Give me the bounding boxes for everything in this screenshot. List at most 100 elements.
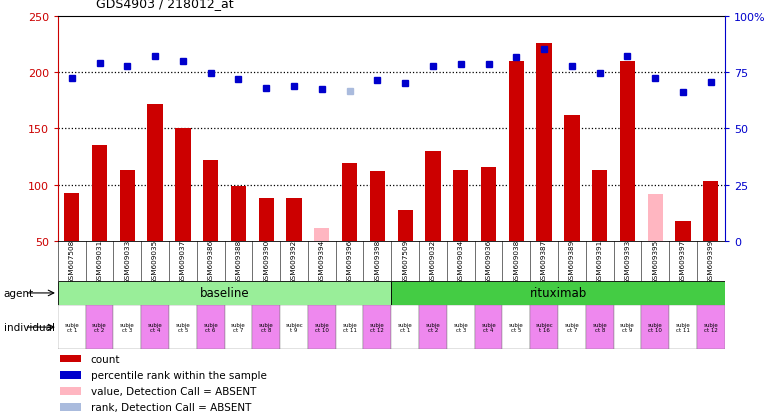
Bar <box>342 164 357 242</box>
Text: GSM609399: GSM609399 <box>708 239 714 283</box>
Text: subje
ct 12: subje ct 12 <box>703 322 719 333</box>
Text: individual: individual <box>4 322 55 332</box>
Text: subje
ct 3: subje ct 3 <box>120 322 135 333</box>
Text: subjec
t 9: subjec t 9 <box>285 322 303 333</box>
Text: subje
ct 10: subje ct 10 <box>315 322 329 333</box>
Bar <box>203 161 218 242</box>
Bar <box>58 281 391 306</box>
Bar <box>648 195 663 242</box>
Text: GSM609032: GSM609032 <box>430 239 436 283</box>
Text: GSM609393: GSM609393 <box>625 239 631 283</box>
Bar <box>60 371 81 379</box>
Text: GSM609033: GSM609033 <box>124 239 130 283</box>
Text: percentile rank within the sample: percentile rank within the sample <box>90 370 266 380</box>
Bar <box>60 355 81 363</box>
Bar <box>426 152 440 242</box>
Text: GSM609391: GSM609391 <box>597 239 603 283</box>
Bar <box>363 306 391 349</box>
Bar <box>286 199 301 242</box>
Bar <box>398 210 412 242</box>
Text: subje
ct 6: subje ct 6 <box>204 322 218 333</box>
Bar <box>58 306 86 349</box>
Text: GSM609397: GSM609397 <box>680 239 686 283</box>
Bar <box>335 306 363 349</box>
Bar <box>120 171 135 242</box>
Text: GSM609396: GSM609396 <box>347 239 352 283</box>
Bar <box>509 62 524 242</box>
Bar <box>675 221 691 242</box>
Bar <box>258 199 274 242</box>
Text: subje
ct 7: subje ct 7 <box>564 322 579 333</box>
Text: subje
ct 3: subje ct 3 <box>453 322 468 333</box>
Bar <box>453 171 469 242</box>
Bar <box>60 387 81 394</box>
Bar <box>558 306 586 349</box>
Bar <box>481 167 497 242</box>
Text: rituximab: rituximab <box>530 287 587 300</box>
Text: GSM609395: GSM609395 <box>652 239 658 283</box>
Text: GSM607508: GSM607508 <box>69 239 75 283</box>
Text: subje
ct 4: subje ct 4 <box>148 322 163 333</box>
Bar <box>64 193 79 242</box>
Text: GDS4903 / 218012_at: GDS4903 / 218012_at <box>96 0 234 10</box>
Bar <box>697 306 725 349</box>
Bar <box>169 306 197 349</box>
Text: subje
ct 11: subje ct 11 <box>342 322 357 333</box>
Text: subje
ct 7: subje ct 7 <box>231 322 246 333</box>
Bar <box>141 306 169 349</box>
Bar <box>370 172 385 242</box>
Text: subje
ct 4: subje ct 4 <box>481 322 496 333</box>
Text: subje
ct 8: subje ct 8 <box>259 322 274 333</box>
Text: subje
ct 5: subje ct 5 <box>176 322 190 333</box>
Bar <box>530 306 558 349</box>
Bar <box>60 404 81 411</box>
Text: rank, Detection Call = ABSENT: rank, Detection Call = ABSENT <box>90 402 251 412</box>
Text: subje
ct 11: subje ct 11 <box>675 322 691 333</box>
Text: agent: agent <box>4 288 34 298</box>
Text: subje
ct 5: subje ct 5 <box>509 322 524 333</box>
Bar <box>669 306 697 349</box>
Text: GSM609038: GSM609038 <box>513 239 520 283</box>
Bar <box>391 281 725 306</box>
Bar <box>92 146 107 242</box>
Bar <box>537 43 552 242</box>
Text: subje
ct 12: subje ct 12 <box>370 322 385 333</box>
Text: GSM609034: GSM609034 <box>458 239 463 283</box>
Text: GSM609389: GSM609389 <box>569 239 575 283</box>
Text: subje
ct 1: subje ct 1 <box>64 322 79 333</box>
Text: subje
ct 2: subje ct 2 <box>92 322 107 333</box>
Text: GSM609386: GSM609386 <box>207 239 214 283</box>
Bar <box>620 62 635 242</box>
Bar <box>592 171 608 242</box>
Text: GSM609035: GSM609035 <box>152 239 158 283</box>
Bar <box>614 306 641 349</box>
Bar <box>308 306 335 349</box>
Text: GSM609388: GSM609388 <box>235 239 241 283</box>
Bar <box>175 129 190 242</box>
Bar <box>503 306 530 349</box>
Text: GSM609390: GSM609390 <box>263 239 269 283</box>
Bar <box>86 306 113 349</box>
Bar <box>564 116 580 242</box>
Bar <box>475 306 503 349</box>
Bar <box>197 306 224 349</box>
Bar <box>113 306 141 349</box>
Bar <box>231 186 246 242</box>
Bar <box>224 306 252 349</box>
Text: subje
ct 9: subje ct 9 <box>620 322 635 333</box>
Text: subje
ct 8: subje ct 8 <box>592 322 607 333</box>
Bar <box>280 306 308 349</box>
Text: GSM609036: GSM609036 <box>486 239 492 283</box>
Text: subje
ct 2: subje ct 2 <box>426 322 440 333</box>
Bar <box>419 306 447 349</box>
Text: GSM609031: GSM609031 <box>96 239 103 283</box>
Bar <box>314 228 329 242</box>
Text: GSM609387: GSM609387 <box>541 239 547 283</box>
Bar <box>147 104 163 242</box>
Text: subje
ct 1: subje ct 1 <box>398 322 412 333</box>
Bar <box>447 306 475 349</box>
Text: GSM609037: GSM609037 <box>180 239 186 283</box>
Bar <box>586 306 614 349</box>
Text: GSM607509: GSM607509 <box>402 239 408 283</box>
Bar <box>391 306 419 349</box>
